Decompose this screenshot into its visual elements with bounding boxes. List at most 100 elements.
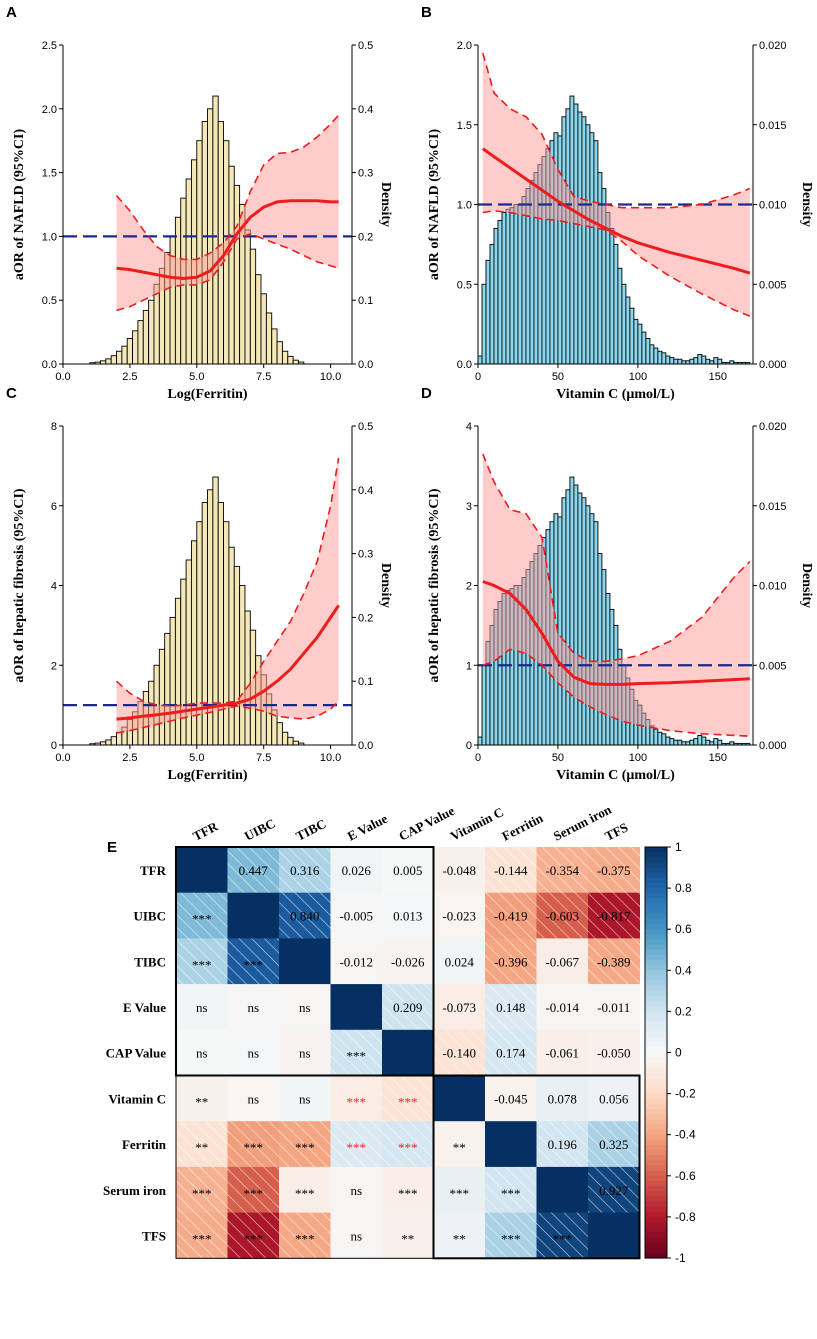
correlation-value: -0.144 — [494, 863, 528, 878]
histogram-bar — [581, 497, 587, 746]
hatch-overlay — [485, 847, 537, 894]
histogram-bar — [693, 738, 699, 746]
colorbar-segment — [645, 852, 667, 858]
ci-upper-line — [482, 453, 751, 663]
histogram-bar — [196, 140, 203, 365]
histogram-bar — [105, 358, 112, 365]
heatmap-cell — [588, 984, 640, 1031]
hatch-overlay — [279, 1212, 331, 1259]
significance-marker: ns — [247, 1000, 259, 1015]
hatch-overlay — [330, 1121, 383, 1168]
colorbar-segment — [645, 929, 667, 935]
histogram-bar — [633, 318, 639, 365]
colorbar-segment — [645, 898, 667, 905]
colorbar-segment — [645, 1247, 667, 1254]
correlation-value: -0.817 — [597, 909, 631, 924]
colorbar-segment — [645, 970, 667, 977]
heatmap-cell — [382, 1166, 434, 1214]
y2-axis-label: Density — [378, 182, 393, 227]
significance-marker: *** — [244, 1231, 264, 1246]
correlation-value: -0.396 — [494, 954, 528, 969]
histogram-bar — [689, 358, 695, 365]
colorbar-segment — [645, 1006, 667, 1012]
histogram-bar — [713, 357, 719, 365]
histogram-bar — [137, 320, 144, 365]
histogram-bar — [228, 165, 235, 365]
x-tick-label: 0 — [475, 371, 481, 383]
colorbar-segment — [645, 1155, 667, 1161]
histogram-bar — [589, 132, 595, 365]
histogram-bar — [233, 184, 241, 365]
colorbar-segment — [645, 985, 667, 992]
y-tick-label: 2.5 — [42, 40, 57, 52]
colorbar-segment — [645, 1206, 667, 1213]
hatch-overlay — [176, 1121, 228, 1168]
heatmap-cell — [382, 847, 434, 894]
histogram-bar — [597, 172, 603, 365]
histogram-bar — [665, 736, 671, 746]
correlation-value: 0.209 — [393, 1000, 422, 1015]
ci-upper-line — [115, 457, 340, 707]
histogram-bar — [509, 207, 515, 365]
correlation-value: -0.023 — [442, 909, 476, 924]
row-label: TIBC — [134, 954, 166, 969]
colorbar-segment — [645, 1057, 667, 1064]
colorbar-tick-label: 0 — [675, 1046, 682, 1060]
histogram-bar — [239, 585, 246, 746]
y-tick-label: 4 — [466, 421, 472, 433]
y2-axis-label: Density — [799, 182, 814, 227]
heatmap-cell — [485, 1121, 537, 1168]
colorbar-segment — [645, 872, 667, 879]
correlation-value: 0.026 — [342, 863, 372, 878]
histogram-bar — [501, 212, 507, 365]
correlation-value: -0.419 — [494, 909, 528, 924]
histogram-bar — [489, 243, 495, 365]
histogram-bar — [697, 734, 703, 746]
significance-marker: ns — [247, 1091, 259, 1106]
significance-marker: *** — [192, 912, 212, 927]
x-tick-label: 10.0 — [320, 371, 341, 383]
colorbar-segment — [645, 1103, 667, 1110]
colorbar-segment — [645, 918, 667, 925]
y-tick-label: 1.5 — [42, 168, 57, 180]
significance-marker: *** — [347, 1140, 367, 1155]
correlation-value: 0.174 — [496, 1046, 526, 1061]
row-label: CAP Value — [106, 1046, 167, 1061]
significance-marker: *** — [501, 1186, 521, 1201]
y2-tick-label: 0.010 — [759, 200, 787, 212]
histogram-bar — [158, 648, 166, 746]
histogram-bar — [292, 740, 299, 746]
correlation-value: -0.011 — [597, 1000, 630, 1015]
correlation-value: 0.078 — [548, 1091, 577, 1106]
correlation-value: 0.148 — [496, 1000, 525, 1015]
y-tick-label: 2 — [51, 660, 57, 672]
histogram-bar — [217, 121, 225, 365]
histogram-bar — [713, 738, 719, 746]
y2-tick-label: 0.2 — [358, 612, 373, 624]
y2-axis-label: Density — [378, 563, 393, 608]
y-tick-label: 0.0 — [42, 359, 57, 371]
colorbar-segment — [645, 1001, 667, 1007]
y-tick-label: 0.0 — [457, 359, 472, 371]
x-tick-label: 0.0 — [55, 752, 70, 764]
histogram-bar — [249, 248, 257, 365]
column-label: CAP Value — [396, 803, 457, 844]
hatch-overlay — [279, 847, 331, 894]
x-tick-label: 2.5 — [122, 752, 137, 764]
y-axis-label: aOR of NAFLD (95%CI) — [12, 129, 27, 281]
heatmap-cell — [588, 1029, 640, 1076]
x-tick-label: 150 — [709, 752, 727, 764]
histogram-bar — [244, 229, 251, 365]
heatmap-cell — [330, 938, 383, 985]
histogram-bar — [705, 739, 711, 746]
histogram-bar — [673, 739, 679, 746]
colorbar-segment — [645, 1252, 667, 1259]
hatch-overlay — [536, 847, 589, 894]
y2-tick-label: 0.015 — [759, 501, 787, 513]
colorbar-segment — [645, 1062, 667, 1069]
y2-tick-label: 0.0 — [358, 740, 373, 752]
colorbar-segment — [645, 1180, 667, 1187]
colorbar-tick-label: 0.2 — [675, 1004, 692, 1018]
x-axis-label: Log(Ferritin) — [167, 768, 247, 783]
histogram-bar — [116, 731, 123, 746]
